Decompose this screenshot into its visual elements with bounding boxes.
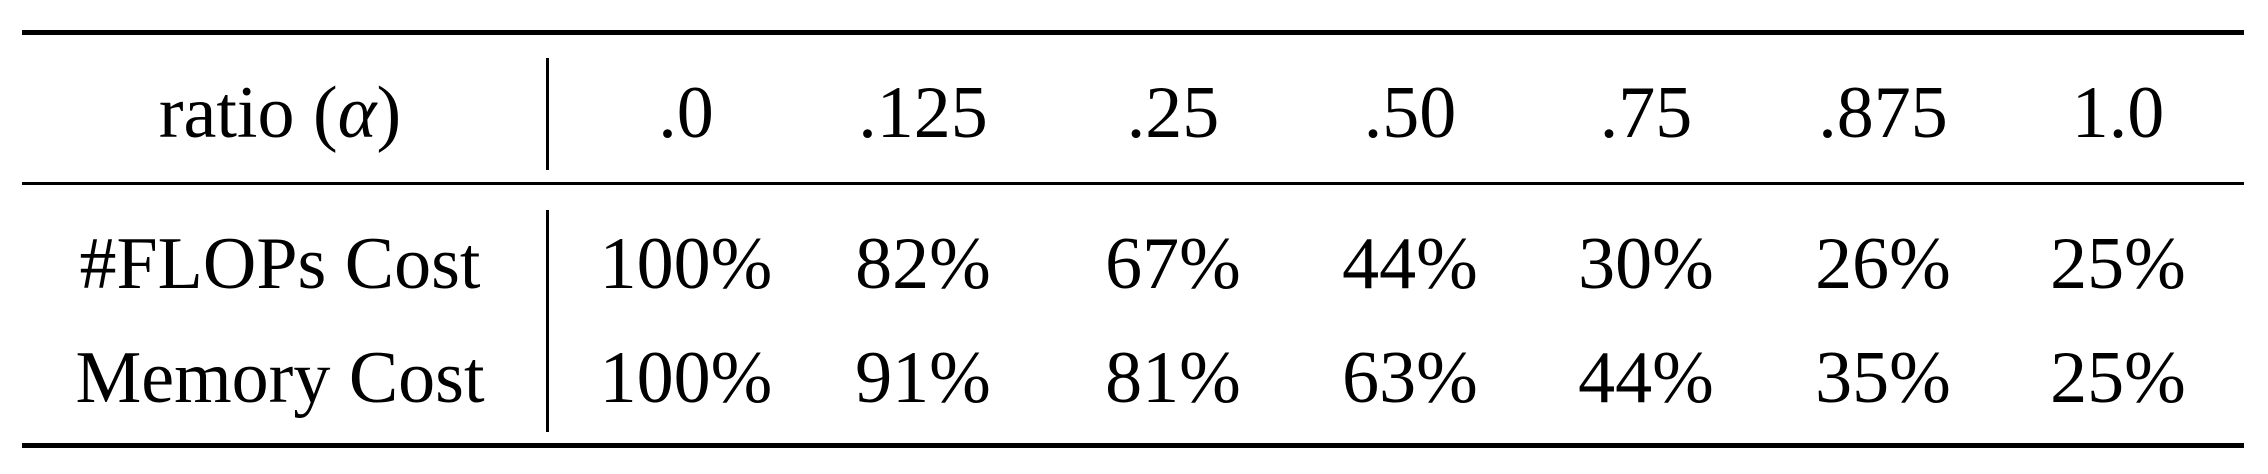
bottom-rule [22,443,2244,448]
top-rule [22,30,2244,35]
table-cell: 100% [599,223,773,305]
header-cell: .125 [858,72,988,154]
header-cell: .875 [1818,72,1948,154]
table-cell: 25% [2050,223,2186,305]
row-label-memory-cost: Memory Cost [75,337,485,419]
table-cell: 67% [1105,223,1241,305]
table-cell: 26% [1815,223,1951,305]
header-label-ratio: ratio (α) [159,76,401,150]
header-cell: 1.0 [2071,72,2165,154]
header-cell: .75 [1599,72,1693,154]
body-vertical-divider [546,210,549,432]
table-cell: 100% [599,337,773,419]
header-rule [22,182,2244,185]
header-vertical-divider [546,58,549,170]
table-cell: 44% [1578,337,1714,419]
table-cell: 82% [855,223,991,305]
table-cell: 25% [2050,337,2186,419]
table-cell: 91% [855,337,991,419]
table-cell: 81% [1105,337,1241,419]
alpha-symbol: α [337,72,377,154]
header-cell: .50 [1363,72,1457,154]
row-label-flops-cost: #FLOPs Cost [79,223,481,305]
header-cell: .25 [1126,72,1220,154]
table-cell: 44% [1342,223,1478,305]
table-cell: 35% [1815,337,1951,419]
table-cell: 63% [1342,337,1478,419]
header-label-prefix: ratio ( [158,72,338,154]
table-cell: 30% [1578,223,1714,305]
header-label-suffix: ) [376,72,402,154]
header-cell: .0 [658,72,714,154]
